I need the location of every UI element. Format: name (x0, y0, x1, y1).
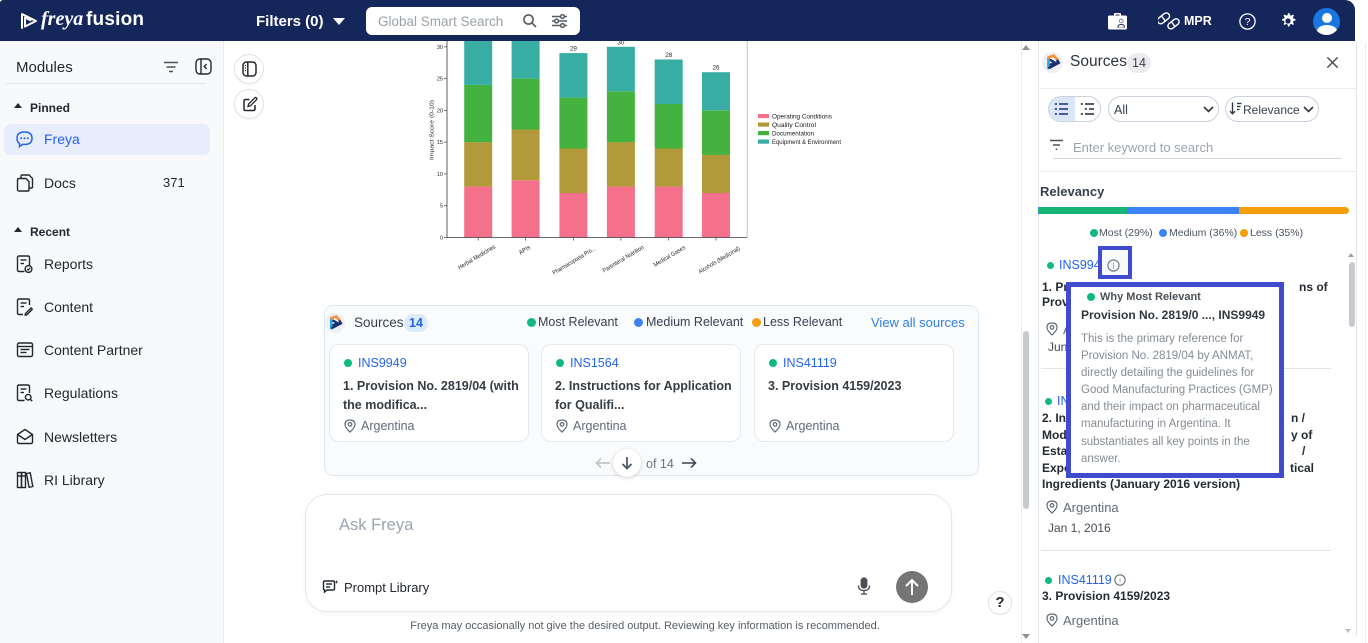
svg-text:?: ? (1245, 16, 1251, 28)
svg-text:5: 5 (440, 204, 443, 210)
svg-text:Quality Control: Quality Control (772, 122, 816, 129)
svg-text:Impact Score (0-10): Impact Score (0-10) (430, 100, 436, 160)
svg-text:28: 28 (665, 52, 673, 59)
svg-text:Pharmacopoeia Pro...: Pharmacopoeia Pro... (551, 245, 597, 276)
svg-text:20: 20 (437, 108, 443, 114)
svg-text:APIs: APIs (518, 244, 532, 256)
svg-text:Herbal Medicines: Herbal Medicines (457, 244, 497, 272)
svg-text:30: 30 (617, 41, 625, 46)
svg-text:25: 25 (437, 77, 443, 83)
svg-text:29: 29 (570, 46, 578, 53)
svg-text:Documentation: Documentation (772, 131, 815, 138)
svg-text:Parenteral Nutrition: Parenteral Nutrition (601, 244, 645, 274)
svg-text:Medical Gases: Medical Gases (652, 244, 686, 268)
svg-text:Operating Conditions: Operating Conditions (772, 114, 832, 121)
svg-text:Equipment & Environment: Equipment & Environment (772, 139, 841, 146)
svg-text:26: 26 (712, 65, 720, 72)
svg-text:0: 0 (440, 236, 443, 242)
svg-text:30: 30 (437, 45, 443, 51)
svg-text:15: 15 (437, 140, 443, 146)
svg-text:i: i (1112, 261, 1115, 270)
svg-text:Alcohols (Medicinal): Alcohols (Medicinal) (697, 245, 741, 275)
svg-text:10: 10 (437, 172, 443, 178)
svg-text:i: i (1119, 576, 1121, 585)
